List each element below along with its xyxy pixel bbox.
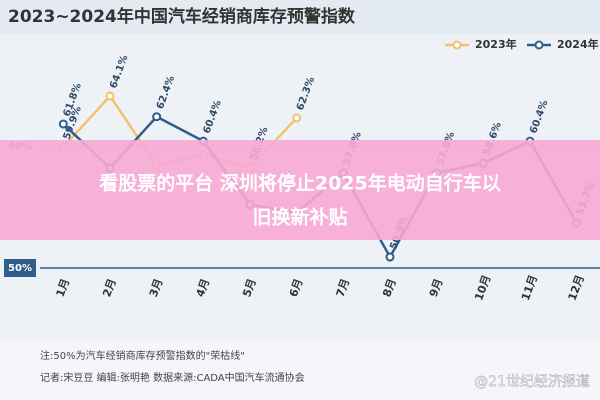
y-tick-label: 50% xyxy=(8,263,32,274)
data-point xyxy=(292,113,302,123)
x-tick-label: 7月 xyxy=(334,277,353,299)
footer-bg xyxy=(0,340,600,400)
x-tick-label: 2月 xyxy=(100,277,119,299)
x-tick-label: 3月 xyxy=(147,277,166,299)
data-point xyxy=(58,119,68,129)
footnote: 记者:宋豆豆 编辑:张明艳 数据来源:CADA中国汽车流通协会 xyxy=(40,371,305,384)
x-tick-label: 8月 xyxy=(380,277,399,299)
data-point xyxy=(152,112,162,122)
legend-marker xyxy=(534,40,544,50)
x-tick-label: 5月 xyxy=(240,277,259,299)
data-point xyxy=(385,252,395,262)
x-tick-label: 4月 xyxy=(194,277,213,299)
x-tick-label: 1月 xyxy=(54,277,73,299)
banner-text: 看股票的平台 深圳将停止2025年电动自行车以 xyxy=(98,172,501,195)
chart-title: 2023~2024年中国汽车经销商库存预警指数 xyxy=(8,6,356,27)
banner-text: 旧换新补贴 xyxy=(252,206,347,229)
legend-label: 2023年 xyxy=(475,37,517,51)
watermark: @21世纪经济报道 xyxy=(474,374,590,390)
data-point xyxy=(105,91,115,101)
x-tick-label: 6月 xyxy=(287,277,306,299)
footnote: 注:50%为汽车经销商库存预警指数的"荣枯线" xyxy=(40,349,245,362)
banner xyxy=(0,140,600,240)
x-tick-label: 9月 xyxy=(427,277,446,299)
tick-label-bg xyxy=(4,259,36,277)
legend-label: 2024年 xyxy=(557,37,599,51)
header-bg xyxy=(0,0,600,34)
legend-marker xyxy=(452,40,462,50)
